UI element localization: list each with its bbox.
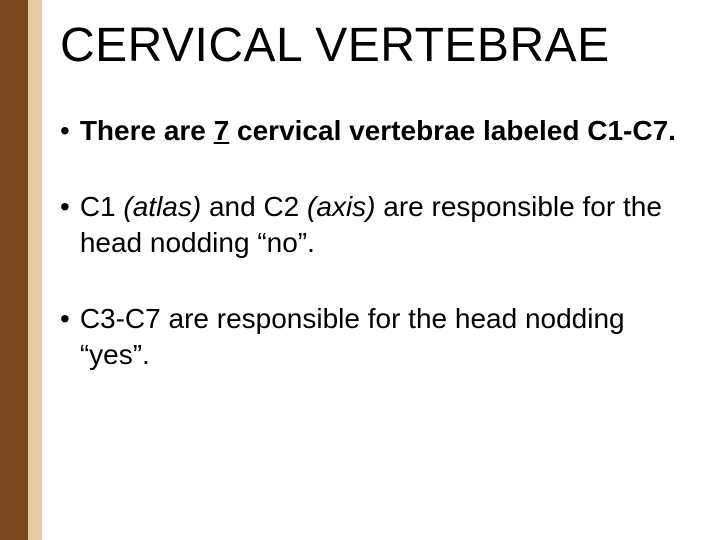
bullet-1-post: cervical vertebrae labeled C1-C7. [229, 115, 676, 146]
slide-content: CERVICAL VERTEBRAE • There are 7 cervica… [60, 18, 690, 413]
bullet-3-text: C3-C7 are responsible for the head noddi… [80, 301, 690, 373]
bullet-2-i1: (atlas) [123, 191, 201, 222]
bullet-2-text: C1 (atlas) and C2 (axis) are responsible… [80, 189, 690, 261]
bullet-1-pre: There are [80, 115, 214, 146]
bullet-1-num: 7 [214, 115, 230, 146]
bullet-3: • C3-C7 are responsible for the head nod… [60, 301, 690, 373]
bullet-2-s2: and C2 [201, 191, 307, 222]
bullet-dot: • [60, 189, 70, 225]
bullet-2: • C1 (atlas) and C2 (axis) are responsib… [60, 189, 690, 261]
bullet-2-s1: C1 [80, 191, 124, 222]
stripe-light [28, 0, 42, 540]
bullet-1-text: There are 7 cervical vertebrae labeled C… [80, 113, 676, 149]
side-stripe [0, 0, 42, 540]
bullet-1: • There are 7 cervical vertebrae labeled… [60, 113, 690, 149]
bullet-2-i2: (axis) [307, 191, 375, 222]
bullet-dot: • [60, 113, 70, 149]
slide-title: CERVICAL VERTEBRAE [60, 18, 690, 73]
bullet-dot: • [60, 301, 70, 337]
stripe-dark [0, 0, 28, 540]
